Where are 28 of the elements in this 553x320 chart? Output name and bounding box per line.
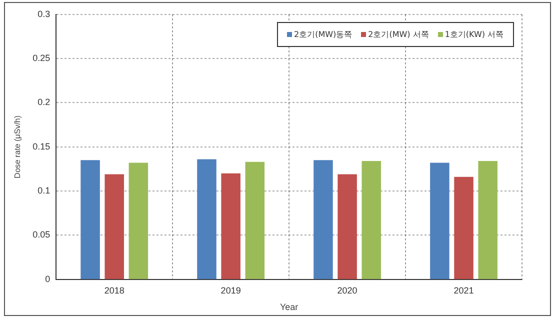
x-tick-label: 2019 (220, 285, 241, 296)
bar (80, 160, 100, 280)
y-tick-label: 0.15 (32, 141, 50, 152)
x-axis-title: Year (280, 302, 298, 312)
x-tick-label: 2018 (104, 285, 124, 296)
x-tick-label: 2020 (337, 285, 358, 296)
bar (128, 162, 148, 280)
bar (430, 162, 450, 280)
bar (245, 162, 265, 280)
legend-label: 2호기(MW) 서쪽 (367, 29, 429, 40)
x-tick-label: 2021 (454, 285, 474, 296)
y-tick-label: 0 (45, 274, 50, 284)
y-tick-label: 0.1 (38, 186, 50, 196)
bar (104, 174, 124, 280)
y-tick-label: 0.3 (38, 8, 50, 19)
legend-label: 2호기(MW)동쪽 (293, 29, 352, 40)
y-axis-title: Dose rate (μSv/h) (13, 115, 22, 178)
y-tick-label: 0.05 (32, 230, 50, 240)
legend-label: 1호기(KW) 서쪽 (444, 29, 504, 40)
bar (454, 176, 474, 280)
bar (362, 161, 381, 280)
bar (314, 160, 333, 280)
bar (338, 174, 357, 280)
bar (221, 173, 240, 280)
y-tick-label: 0.2 (38, 97, 50, 108)
bar (478, 161, 498, 280)
bar (197, 159, 216, 280)
y-tick-label: 0.25 (32, 53, 50, 64)
